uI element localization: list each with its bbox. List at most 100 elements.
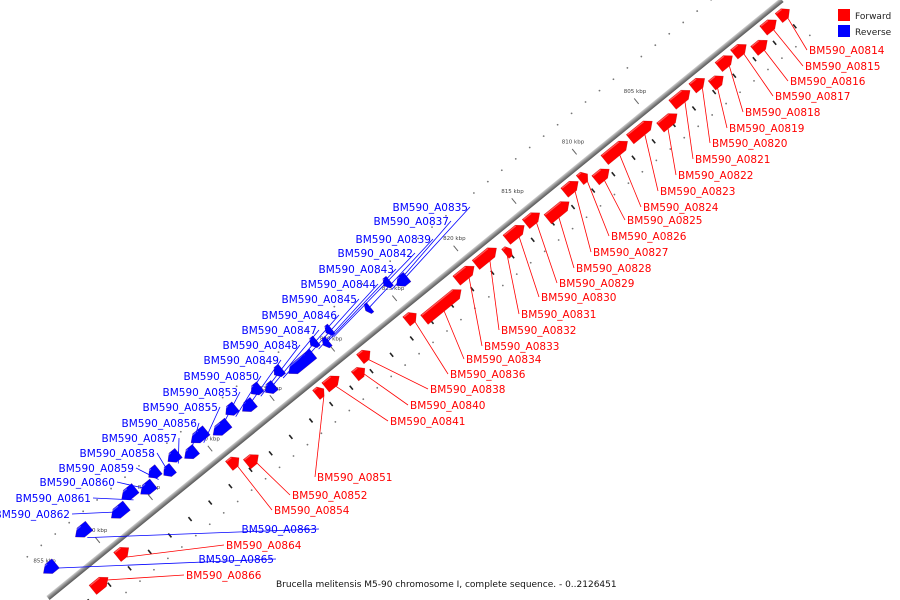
gene-label-bm590_a0832[interactable]: BM590_A0832 — [501, 325, 576, 337]
gene-label-bm590_a0851[interactable]: BM590_A0851 — [317, 472, 392, 484]
gene-label-bm590_a0841[interactable]: BM590_A0841 — [390, 416, 465, 428]
gene-label-bm590_a0821[interactable]: BM590_A0821 — [695, 154, 770, 166]
reverse-gene-bm590_a0863[interactable] — [72, 520, 94, 542]
forward-gene-bm590_a0827[interactable] — [560, 177, 582, 198]
gene-label-bm590_a0853[interactable]: BM590_A0853 — [163, 387, 238, 399]
gene-label-bm590_a0863[interactable]: BM590_A0863 — [242, 524, 317, 536]
forward-gene-bm590_a0854[interactable] — [225, 453, 243, 471]
gene-label-bm590_a0837[interactable]: BM590_A0837 — [374, 216, 449, 228]
forward-gene-bm590_a0829[interactable] — [521, 208, 543, 229]
gene-label-bm590_a0857[interactable]: BM590_A0857 — [102, 433, 177, 445]
reverse-gene-bm590_a0860[interactable] — [137, 478, 158, 499]
reverse-gene-bm590_a0853[interactable] — [209, 417, 233, 440]
forward-gene-bm590_a0832[interactable] — [471, 243, 500, 270]
gene-label-bm590_a0818[interactable]: BM590_A0818 — [745, 107, 820, 119]
reverse-gene-bm590_a0856[interactable] — [181, 444, 201, 463]
gene-label-bm590_a0835[interactable]: BM590_A0835 — [393, 202, 468, 214]
reverse-gene-bm590_a0865[interactable] — [40, 558, 60, 578]
forward-gene-bm590_a0830[interactable] — [502, 221, 528, 245]
gene-label-bm590_a0820[interactable]: BM590_A0820 — [712, 138, 787, 150]
gene-label-bm590_a0860[interactable]: BM590_A0860 — [40, 477, 115, 489]
gene-label-bm590_a0827[interactable]: BM590_A0827 — [593, 247, 668, 259]
forward-gene-bm590_a0836[interactable] — [402, 309, 421, 327]
reverse-gene-bm590_a0842[interactable] — [322, 323, 336, 338]
gene-label-bm590_a0839[interactable]: BM590_A0839 — [356, 234, 431, 246]
gene-label-bm590_a0815[interactable]: BM590_A0815 — [805, 61, 880, 73]
gene-label-bm590_a0823[interactable]: BM590_A0823 — [660, 186, 735, 198]
gene-label-bm590_a0826[interactable]: BM590_A0826 — [611, 231, 687, 243]
gene-label-bm590_a0855[interactable]: BM590_A0855 — [143, 402, 218, 414]
gene-label-bm590_a0866[interactable]: BM590_A0866 — [186, 570, 262, 582]
gene-label-bm590_a0817[interactable]: BM590_A0817 — [775, 91, 850, 103]
forward-gene-bm590_a0841[interactable] — [321, 371, 343, 393]
gene-label-bm590_a0849[interactable]: BM590_A0849 — [204, 355, 279, 367]
forward-gene-bm590_a0833[interactable] — [452, 262, 478, 286]
gene-label-bm590_a0850[interactable]: BM590_A0850 — [184, 371, 259, 383]
gene-label-bm590_a0834[interactable]: BM590_A0834 — [466, 354, 542, 366]
forward-gene-bm590_a0825[interactable] — [591, 164, 613, 186]
gene-label-bm590_a0862[interactable]: BM590_A0862 — [0, 509, 70, 521]
gene-label-bm590_a0838[interactable]: BM590_A0838 — [430, 384, 505, 396]
forward-gene-bm590_a0838[interactable] — [356, 346, 374, 365]
gene-label-bm590_a0830[interactable]: BM590_A0830 — [541, 292, 616, 304]
forward-gene-bm590_a0840[interactable] — [350, 364, 369, 382]
minor-tick-dot — [194, 534, 197, 537]
gene-label-bm590_a0861[interactable]: BM590_A0861 — [16, 493, 91, 505]
minor-tick-dot — [362, 398, 365, 401]
forward-gene-bm590_a0826[interactable] — [575, 169, 591, 186]
gene-label-bm590_a0845[interactable]: BM590_A0845 — [282, 294, 357, 306]
gene-label-bm590_a0848[interactable]: BM590_A0848 — [223, 340, 298, 352]
forward-gene-bm590_a0828[interactable] — [543, 197, 573, 225]
forward-gene-bm590_a0821[interactable] — [668, 86, 694, 110]
gene-label-bm590_a0854[interactable]: BM590_A0854 — [274, 505, 350, 517]
gene-label-bm590_a0847[interactable]: BM590_A0847 — [242, 325, 317, 337]
gene-label-bm590_a0840[interactable]: BM590_A0840 — [410, 400, 485, 412]
reverse-gene-bm590_a0837[interactable] — [380, 275, 394, 290]
forward-gene-bm590_a0824[interactable] — [600, 137, 632, 165]
forward-gene-bm590_a0816[interactable] — [750, 36, 771, 56]
forward-gene-bm590_a0834[interactable] — [420, 285, 465, 325]
reverse-gene-bm590_a0857[interactable] — [164, 448, 183, 466]
gene-label-bm590_a0824[interactable]: BM590_A0824 — [643, 202, 719, 214]
forward-gene-bm590_a0851[interactable] — [312, 384, 327, 400]
leader-line — [269, 329, 320, 389]
forward-gene-bm590_a0822[interactable] — [656, 109, 681, 133]
forward-gene-bm590_a0864[interactable] — [113, 543, 132, 562]
gene-label-bm590_a0833[interactable]: BM590_A0833 — [484, 341, 559, 353]
gene-label-bm590_a0846[interactable]: BM590_A0846 — [262, 310, 338, 322]
forward-gene-bm590_a0818[interactable] — [714, 51, 736, 72]
gene-label-bm590_a0859[interactable]: BM590_A0859 — [59, 463, 134, 475]
gene-label-bm590_a0829[interactable]: BM590_A0829 — [559, 278, 634, 290]
forward-gene-bm590_a0815[interactable] — [759, 15, 781, 36]
gene-label-bm590_a0864[interactable]: BM590_A0864 — [226, 540, 302, 552]
gene-label-bm590_a0842[interactable]: BM590_A0842 — [338, 248, 413, 260]
forward-gene-bm590_a0866[interactable] — [88, 573, 112, 595]
gene-label-bm590_a0828[interactable]: BM590_A0828 — [576, 263, 651, 275]
gene-label-bm590_a0844[interactable]: BM590_A0844 — [301, 279, 377, 291]
minor-tick-dot — [208, 523, 211, 526]
reverse-gene-bm590_a0845[interactable] — [285, 348, 318, 378]
gene-label-bm590_a0836[interactable]: BM590_A0836 — [450, 369, 526, 381]
gene-label-bm590_a0843[interactable]: BM590_A0843 — [319, 264, 394, 276]
gene-label-bm590_a0865[interactable]: BM590_A0865 — [199, 554, 274, 566]
gene-label-bm590_a0814[interactable]: BM590_A0814 — [809, 45, 885, 57]
forward-gene-bm590_a0852[interactable] — [242, 450, 262, 470]
gene-label-bm590_a0819[interactable]: BM590_A0819 — [729, 123, 804, 135]
reverse-gene-bm590_a0859[interactable] — [145, 464, 163, 482]
forward-gene-bm590_a0823[interactable] — [625, 116, 656, 145]
gene-label-bm590_a0825[interactable]: BM590_A0825 — [627, 215, 702, 227]
reverse-gene-bm590_a0848[interactable] — [247, 381, 265, 399]
forward-gene-bm590_a0820[interactable] — [688, 74, 709, 94]
forward-gene-bm590_a0819[interactable] — [707, 71, 727, 91]
minor-tick-dot — [529, 261, 532, 264]
gene-label-bm590_a0858[interactable]: BM590_A0858 — [80, 448, 155, 460]
gene-label-bm590_a0822[interactable]: BM590_A0822 — [678, 170, 753, 182]
gene-label-bm590_a0856[interactable]: BM590_A0856 — [122, 418, 198, 430]
leader-line — [644, 134, 659, 192]
gene-label-bm590_a0852[interactable]: BM590_A0852 — [292, 490, 367, 502]
forward-gene-bm590_a0817[interactable] — [730, 40, 750, 60]
gene-label-bm590_a0816[interactable]: BM590_A0816 — [790, 76, 866, 88]
reverse-gene-bm590_a0858[interactable] — [160, 463, 177, 480]
forward-gene-bm590_a0814[interactable] — [774, 5, 793, 23]
gene-label-bm590_a0831[interactable]: BM590_A0831 — [521, 309, 596, 321]
